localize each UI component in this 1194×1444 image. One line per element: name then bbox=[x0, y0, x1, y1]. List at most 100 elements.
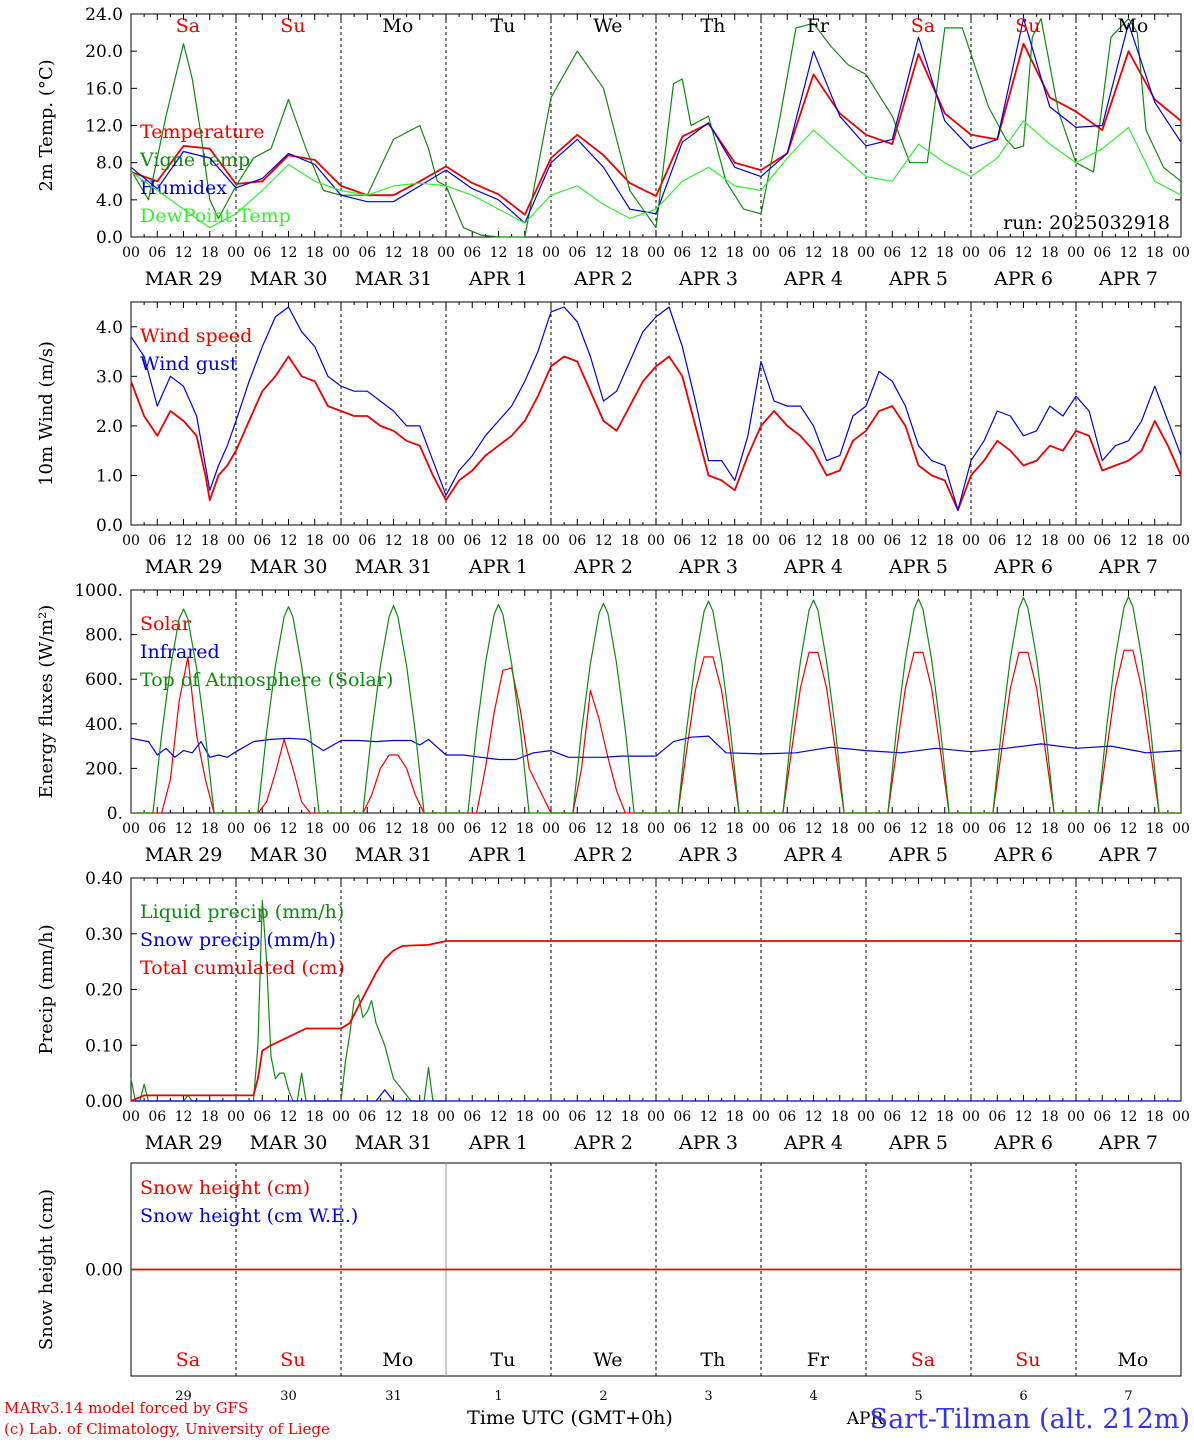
hour-tick-label: 18 bbox=[1041, 1109, 1059, 1125]
hour-tick-label: 12 bbox=[175, 533, 193, 549]
month-label: APR bbox=[846, 1409, 885, 1429]
legend-blue: Snow precip (mm/h) bbox=[140, 929, 336, 951]
series-line-green bbox=[131, 596, 1181, 814]
hour-tick-label: 12 bbox=[385, 533, 403, 549]
series-line-blue bbox=[130, 306, 1182, 511]
hour-tick-label: 06 bbox=[568, 533, 586, 549]
hour-tick-label: 12 bbox=[910, 821, 928, 837]
y-tick-label: 0.10 bbox=[85, 1036, 123, 1056]
hour-tick-label: 18 bbox=[201, 1109, 219, 1125]
day-of-week-label: Su bbox=[280, 15, 305, 37]
hour-tick-label: 00 bbox=[1067, 821, 1085, 837]
date-label: APR 3 bbox=[678, 556, 738, 578]
day-of-week-label: Su bbox=[280, 1349, 305, 1371]
hour-tick-label: 18 bbox=[726, 821, 744, 837]
hour-tick-label: 18 bbox=[726, 1109, 744, 1125]
day-of-week-label: Th bbox=[700, 1349, 725, 1371]
hour-tick-label: 00 bbox=[962, 1109, 980, 1125]
date-label: APR 5 bbox=[888, 844, 948, 866]
hour-tick-label: 00 bbox=[962, 245, 980, 261]
hour-tick-label: 00 bbox=[962, 821, 980, 837]
hour-tick-label: 00 bbox=[1172, 821, 1190, 837]
hour-tick-label: 00 bbox=[332, 821, 350, 837]
hour-tick-label: 12 bbox=[1015, 1109, 1033, 1125]
hour-tick-label: 00 bbox=[227, 821, 245, 837]
hour-tick-label: 12 bbox=[1015, 821, 1033, 837]
hour-tick-label: 06 bbox=[883, 245, 901, 261]
hour-tick-label: 06 bbox=[568, 1109, 586, 1125]
day-of-week-label: Su bbox=[1015, 1349, 1040, 1371]
hour-tick-label: 12 bbox=[1120, 245, 1138, 261]
hour-tick-label: 00 bbox=[962, 533, 980, 549]
date-label: MAR 30 bbox=[250, 268, 328, 290]
legend-green: Vigne temp bbox=[139, 149, 250, 171]
hour-tick-label: 06 bbox=[148, 533, 166, 549]
hour-tick-label: 18 bbox=[936, 533, 954, 549]
hour-tick-label: 00 bbox=[332, 1109, 350, 1125]
y-tick-label: 8.0 bbox=[96, 154, 123, 174]
hour-tick-label: 18 bbox=[936, 245, 954, 261]
hour-tick-label: 00 bbox=[122, 245, 140, 261]
y-tick-label: 3.0 bbox=[96, 367, 123, 387]
hour-tick-label: 06 bbox=[778, 245, 796, 261]
date-label: APR 6 bbox=[993, 1132, 1053, 1154]
day-of-week-label: Mo bbox=[382, 1349, 413, 1371]
day-of-week-label: Mo bbox=[1117, 15, 1148, 37]
hour-tick-label: 00 bbox=[542, 245, 560, 261]
x-axis-label: Time UTC (GMT+0h) bbox=[467, 1407, 673, 1429]
y-tick-label: 2.0 bbox=[96, 417, 123, 437]
y-tick-label: 24.0 bbox=[85, 5, 123, 25]
panel-3: 0. 200. 400. 600. 800. 1000. Energy fluxes (W/… bbox=[36, 581, 1190, 866]
date-label: APR 6 bbox=[993, 556, 1053, 578]
hour-tick-label: 06 bbox=[883, 821, 901, 837]
hour-tick-label: 00 bbox=[542, 1109, 560, 1125]
hour-tick-label: 00 bbox=[542, 533, 560, 549]
date-label: APR 7 bbox=[1098, 268, 1158, 290]
y-tick-label: 12.0 bbox=[85, 117, 123, 137]
day-of-week-label: Mo bbox=[1117, 1349, 1148, 1371]
hour-tick-label: 18 bbox=[516, 1109, 534, 1125]
hour-tick-label: 06 bbox=[1093, 1109, 1111, 1125]
series-line-lightgreen bbox=[130, 120, 1182, 229]
series-line-blue bbox=[131, 1089, 1181, 1102]
y-tick-label: 4.0 bbox=[96, 318, 123, 338]
hour-tick-label: 12 bbox=[910, 245, 928, 261]
hour-tick-label: 12 bbox=[175, 1109, 193, 1125]
series-line-red bbox=[130, 940, 1181, 1102]
day-number-label: 3 bbox=[704, 1389, 712, 1404]
hour-tick-label: 12 bbox=[910, 1109, 928, 1125]
hour-tick-label: 06 bbox=[358, 821, 376, 837]
hour-tick-label: 06 bbox=[883, 1109, 901, 1125]
series-line-blue bbox=[130, 18, 1182, 224]
hour-tick-label: 00 bbox=[437, 533, 455, 549]
date-label: MAR 31 bbox=[355, 556, 433, 578]
hour-tick-label: 06 bbox=[358, 1109, 376, 1125]
date-label: APR 4 bbox=[783, 1132, 843, 1154]
y-tick-label: 800. bbox=[85, 626, 123, 646]
hour-tick-label: 06 bbox=[253, 821, 271, 837]
hour-tick-label: 12 bbox=[1015, 533, 1033, 549]
hour-tick-label: 18 bbox=[621, 821, 639, 837]
hour-tick-label: 00 bbox=[227, 1109, 245, 1125]
hour-tick-label: 12 bbox=[1015, 245, 1033, 261]
y-tick-label: 0.30 bbox=[85, 925, 123, 945]
date-label: MAR 30 bbox=[250, 1132, 328, 1154]
date-label: MAR 29 bbox=[145, 1132, 223, 1154]
panel-frame bbox=[130, 301, 1182, 526]
hour-tick-label: 18 bbox=[831, 1109, 849, 1125]
hour-tick-label: 12 bbox=[385, 1109, 403, 1125]
date-label: APR 3 bbox=[678, 268, 738, 290]
hour-tick-label: 12 bbox=[805, 533, 823, 549]
y-tick-label: 4.0 bbox=[96, 191, 123, 211]
hour-tick-label: 06 bbox=[673, 533, 691, 549]
series-line-red bbox=[130, 355, 1182, 512]
hour-tick-label: 00 bbox=[752, 821, 770, 837]
hour-tick-label: 12 bbox=[1120, 1109, 1138, 1125]
date-label: APR 7 bbox=[1098, 556, 1158, 578]
date-label: MAR 31 bbox=[355, 1132, 433, 1154]
hour-tick-label: 06 bbox=[253, 245, 271, 261]
hour-tick-label: 06 bbox=[463, 245, 481, 261]
hour-tick-label: 12 bbox=[490, 245, 508, 261]
hour-tick-label: 06 bbox=[253, 533, 271, 549]
hour-tick-label: 06 bbox=[883, 533, 901, 549]
